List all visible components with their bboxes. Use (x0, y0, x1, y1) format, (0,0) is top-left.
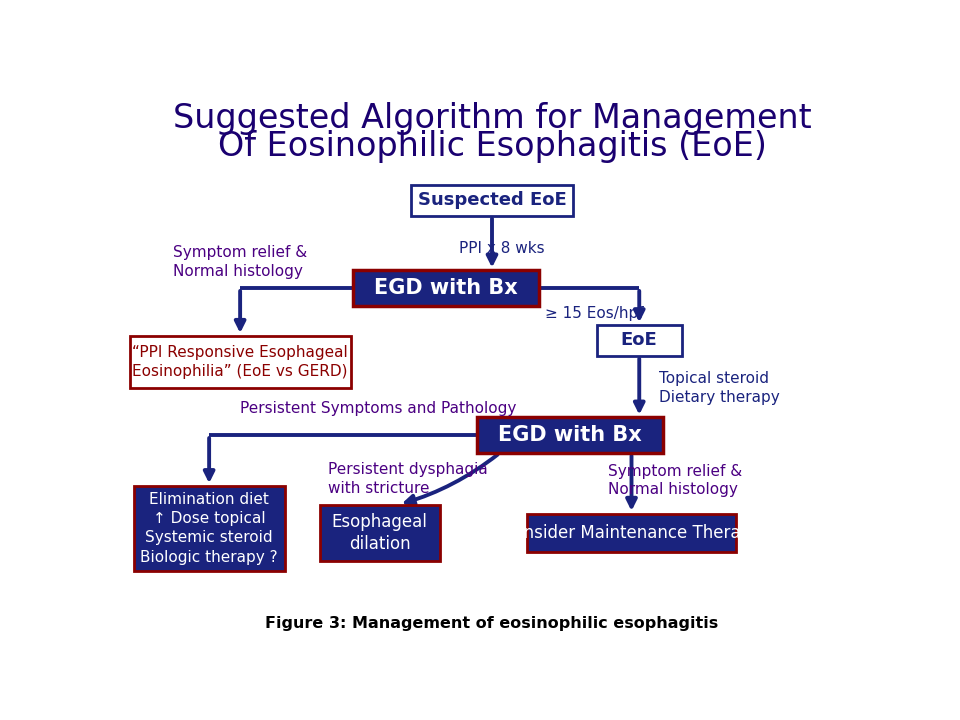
FancyArrowPatch shape (627, 456, 636, 507)
Text: PPI x 8 wks: PPI x 8 wks (460, 240, 545, 256)
Text: Topical steroid
Dietary therapy: Topical steroid Dietary therapy (659, 372, 780, 405)
FancyBboxPatch shape (596, 325, 682, 356)
FancyBboxPatch shape (352, 271, 539, 306)
FancyBboxPatch shape (130, 336, 350, 388)
Text: EGD with Bx: EGD with Bx (497, 426, 641, 445)
Text: Elimination diet
↑ Dose topical
Systemic steroid
Biologic therapy ?: Elimination diet ↑ Dose topical Systemic… (140, 492, 278, 564)
FancyArrowPatch shape (204, 438, 213, 479)
Text: Consider Maintenance Therapy: Consider Maintenance Therapy (502, 524, 761, 542)
Text: EoE: EoE (621, 331, 658, 349)
FancyArrowPatch shape (635, 359, 644, 410)
FancyBboxPatch shape (476, 418, 662, 453)
FancyBboxPatch shape (320, 505, 440, 562)
FancyBboxPatch shape (527, 514, 736, 552)
Text: Figure 3: Management of eosinophilic esophagitis: Figure 3: Management of eosinophilic eso… (265, 616, 719, 631)
Text: Symptom relief &
Normal histology: Symptom relief & Normal histology (609, 464, 742, 498)
Text: ≥ 15 Eos/hpf: ≥ 15 Eos/hpf (544, 306, 643, 321)
FancyArrowPatch shape (236, 291, 245, 329)
FancyArrowPatch shape (488, 219, 496, 264)
FancyBboxPatch shape (133, 486, 285, 571)
FancyArrowPatch shape (406, 454, 497, 504)
Text: EGD with Bx: EGD with Bx (373, 278, 517, 298)
FancyBboxPatch shape (411, 185, 573, 216)
Text: Symptom relief &
Normal histology: Symptom relief & Normal histology (173, 245, 307, 279)
Text: Persistent dysphagia
with stricture: Persistent dysphagia with stricture (327, 462, 488, 496)
FancyArrowPatch shape (635, 291, 644, 318)
Text: “PPI Responsive Esophageal
Eosinophilia” (EoE vs GERD): “PPI Responsive Esophageal Eosinophilia”… (132, 345, 348, 379)
Text: Of Eosinophilic Esophagitis (EoE): Of Eosinophilic Esophagitis (EoE) (218, 130, 766, 163)
Text: Suspected EoE: Suspected EoE (418, 192, 566, 210)
Text: Persistent Symptoms and Pathology: Persistent Symptoms and Pathology (240, 401, 516, 415)
Text: Esophageal
dilation: Esophageal dilation (332, 513, 427, 554)
Text: Suggested Algorithm for Management: Suggested Algorithm for Management (173, 102, 811, 135)
